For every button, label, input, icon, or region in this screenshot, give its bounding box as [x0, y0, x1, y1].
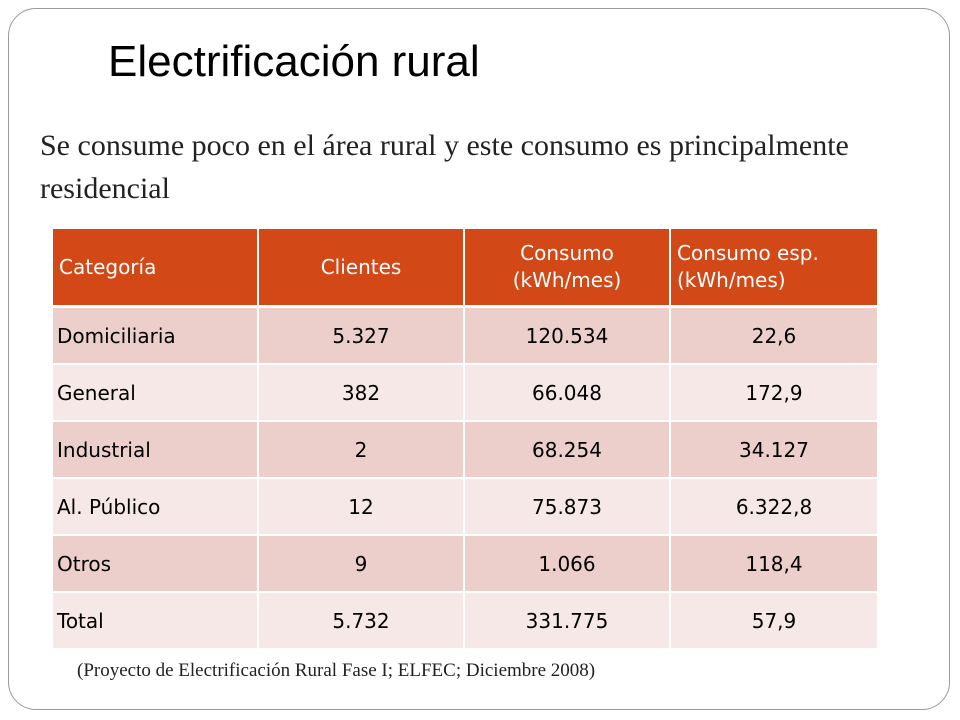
cell-categoria: Industrial — [53, 421, 259, 479]
header-clientes: Clientes — [258, 229, 465, 308]
cell-clientes: 382 — [258, 364, 465, 422]
cell-clientes: 9 — [258, 535, 465, 593]
table-row: Otros 9 1.066 118,4 — [53, 535, 877, 593]
cell-consumo: 1.066 — [464, 535, 671, 593]
cell-consumo: 66.048 — [464, 364, 671, 422]
cell-consumo-esp: 6.322,8 — [670, 478, 877, 536]
table-row-total: Total 5.732 331.775 57,9 — [53, 592, 877, 650]
table-header-row: Categoría Clientes Consumo (kWh/mes) Con… — [53, 229, 877, 308]
header-categoria: Categoría — [53, 229, 259, 308]
cell-consumo-esp: 118,4 — [670, 535, 877, 593]
cell-consumo-esp: 34.127 — [670, 421, 877, 479]
table-row: Domiciliaria 5.327 120.534 22,6 — [53, 306, 877, 365]
header-consumo-esp: Consumo esp. (kWh/mes) — [670, 229, 877, 308]
source-citation: (Proyecto de Electrificación Rural Fase … — [77, 660, 596, 681]
cell-clientes: 5.327 — [258, 306, 465, 365]
table-row: General 382 66.048 172,9 — [53, 364, 877, 422]
slide-subtitle: Se consume poco en el área rural y este … — [40, 129, 849, 205]
table-row: Al. Público 12 75.873 6.322,8 — [53, 478, 877, 536]
cell-consumo-esp: 57,9 — [670, 592, 877, 650]
cell-categoria: Otros — [53, 535, 259, 593]
header-consumo: Consumo (kWh/mes) — [464, 229, 671, 308]
cell-consumo-esp: 22,6 — [670, 306, 877, 365]
cell-categoria: Total — [53, 592, 259, 650]
cell-consumo: 120.534 — [464, 306, 671, 365]
table-row: Industrial 2 68.254 34.127 — [53, 421, 877, 479]
cell-categoria: Domiciliaria — [53, 306, 259, 365]
cell-categoria: Al. Público — [53, 478, 259, 536]
cell-consumo-esp: 172,9 — [670, 364, 877, 422]
slide-title: Electrificación rural — [108, 37, 480, 86]
cell-consumo: 331.775 — [464, 592, 671, 650]
cell-clientes: 2 — [258, 421, 465, 479]
consumption-table: Categoría Clientes Consumo (kWh/mes) Con… — [53, 229, 877, 650]
cell-consumo: 75.873 — [464, 478, 671, 536]
cell-consumo: 68.254 — [464, 421, 671, 479]
cell-clientes: 5.732 — [258, 592, 465, 650]
cell-clientes: 12 — [258, 478, 465, 536]
cell-categoria: General — [53, 364, 259, 422]
